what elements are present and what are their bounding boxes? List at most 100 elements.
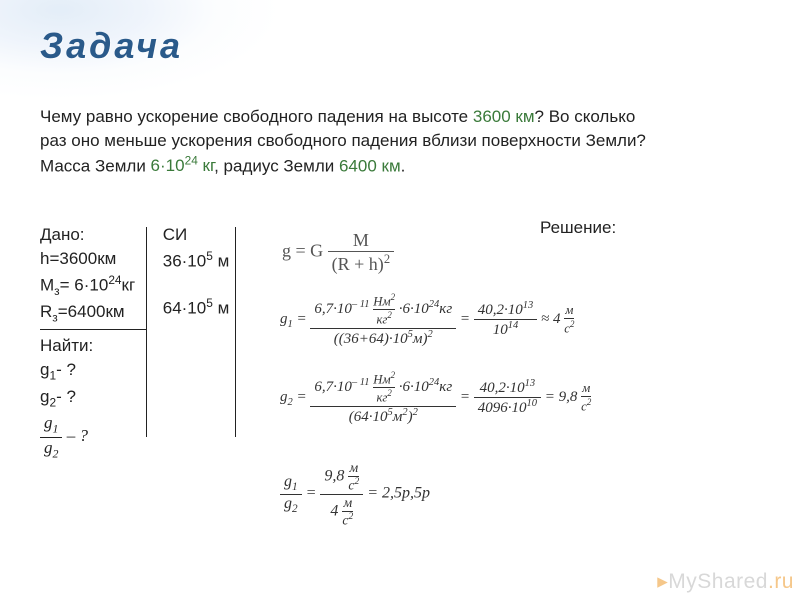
e2-m: = [460,389,474,405]
e1-ud: кг [376,313,387,327]
e3-rn: 9,8 мс2 [320,460,363,494]
sir-v: 64·10 [163,298,206,317]
mf-den-a: (R + h) [332,254,384,274]
problem-part: Масса Земли [40,156,151,175]
given-r: Rз=6400км [40,302,150,324]
e1-f2: 40,2·1013 1014 [474,300,538,339]
given-block: Дано: h=3600км Мз= 6·1024кг Rз=6400км На… [40,225,235,465]
wm-a: MyShared [668,570,768,593]
find-g1: g1- ? [40,360,150,382]
divider [40,329,146,330]
e3-rn1: 9,8 [324,467,348,484]
e2-r: = 9,8 [545,389,581,405]
e3-rd1: 4 [330,502,342,519]
e1-nu: кг [439,301,452,317]
title-region: Задача [0,0,800,105]
e2-d2a: 4096·10 [478,400,527,416]
sir-e: 5 [206,296,213,310]
main-formula: g = G M (R + h)2 [282,230,394,275]
e1-n2a: 40,2·10 [478,302,523,318]
mf-frac: M (R + h)2 [328,230,394,275]
e1-d2e: 14 [508,320,519,331]
e3-eq: = [306,485,321,502]
e1-n2: 40,2·1013 [474,300,538,319]
e2-rde: 2 [587,397,591,407]
equation-g2: g2 = 6,7·10– 11 Нм2кг2 ·6·1024кг (64·105… [280,370,591,426]
mass-base: 6·10 [151,156,185,175]
e2-u: Нм2кг2 [373,370,395,406]
find-title: Найти: [40,336,150,356]
e2-f1: 6,7·10– 11 Нм2кг2 ·6·1024кг (64·105м2)2 [310,370,456,426]
g2-q: - ? [56,387,76,406]
e1-d: ((36+64)·105м)2 [310,328,456,348]
mf-den: (R + h)2 [328,251,394,275]
e2-n2a: 40,2·10 [480,380,525,396]
e1-ude: 2 [387,310,391,320]
e3-un2: м [342,495,353,511]
divider [235,227,236,437]
e1-da: ((36+64)·10 [334,331,408,347]
e2-d2e: 10 [527,398,538,409]
problem-part: . [401,156,406,175]
m-unit: кг [122,276,136,295]
e1-n2e: 13 [523,300,534,311]
e2-nu: кг [439,379,452,395]
e2-un: Нм [373,372,390,386]
rns: 1 [53,422,59,436]
e3-rd: 4 мс2 [320,494,363,529]
mass-unit: кг [198,156,214,175]
e1-de2: 2 [427,329,432,340]
e1-r: ≈ 4 [541,311,564,327]
e1-na: 6,7·10 [314,301,352,317]
e1-ru: мс2 [564,303,574,336]
find-g2: g2- ? [40,387,150,409]
si-h: 36·105 м [163,249,235,272]
problem-radius: 6400 км [339,156,401,175]
find-ratio: g1 g2 – ? [40,413,150,461]
mf-lhs: g = G [282,241,323,261]
e1-l: g [280,311,288,327]
e3-ds: 2 [292,503,298,515]
r-sym: R [40,302,52,321]
e1-m: = [460,311,474,327]
e2-n2e: 13 [525,378,536,389]
e1-d2: 1014 [474,319,538,339]
e1-rde: 2 [570,319,574,329]
rds: 2 [53,446,59,460]
e2-l: g [280,389,288,405]
e2-n2: 40,2·1013 [474,378,541,397]
sih-u: м [213,252,229,271]
e2-du: м [393,409,403,425]
problem-text: Чему равно ускорение свободного падения … [0,105,800,178]
sih-v: 36·10 [163,252,206,271]
e3-ude: 2 [354,477,359,487]
e2-de2: 2 [413,407,418,418]
e2-nb: ·6·10 [399,379,429,395]
e1-une: 2 [391,292,395,302]
e2-rn: м [581,381,591,396]
ratio-frac: g1 g2 [40,413,62,461]
g1-q: - ? [56,360,76,379]
solution-label: Решение: [540,218,616,238]
e3-un: м [348,460,359,476]
ratio-q: – ? [67,426,88,445]
e2-ne2: 24 [429,377,440,388]
e3-rhs: 9,8 мс2 4 мс2 [320,460,363,528]
problem-part: ? Во сколько [535,107,636,126]
problem-part: Чему равно ускорение свободного падения … [40,107,473,126]
given-h: h=3600км [40,249,150,269]
e1-n: 6,7·10– 11 Нм2кг2 ·6·1024кг [310,292,456,328]
e1-un: Нм [373,294,390,308]
problem-mass: 6·1024 кг [151,156,215,175]
e3-ude2: 2 [348,512,353,522]
mf-num: M [328,230,394,251]
e2-une: 2 [391,370,395,380]
given-column: Дано: h=3600км Мз= 6·1024кг Rз=6400км На… [40,225,150,465]
e1-eq: = [293,311,311,327]
e2-ne1: – 11 [352,377,370,388]
e3-ns: 1 [292,482,298,494]
e2-f2: 40,2·1013 4096·1010 [474,378,541,417]
si-r: 64·105 м [163,296,235,319]
e2-ud: кг [376,391,387,405]
equation-g1: g1 = 6,7·10– 11 Нм2кг2 ·6·1024кг ((36+64… [280,292,574,348]
